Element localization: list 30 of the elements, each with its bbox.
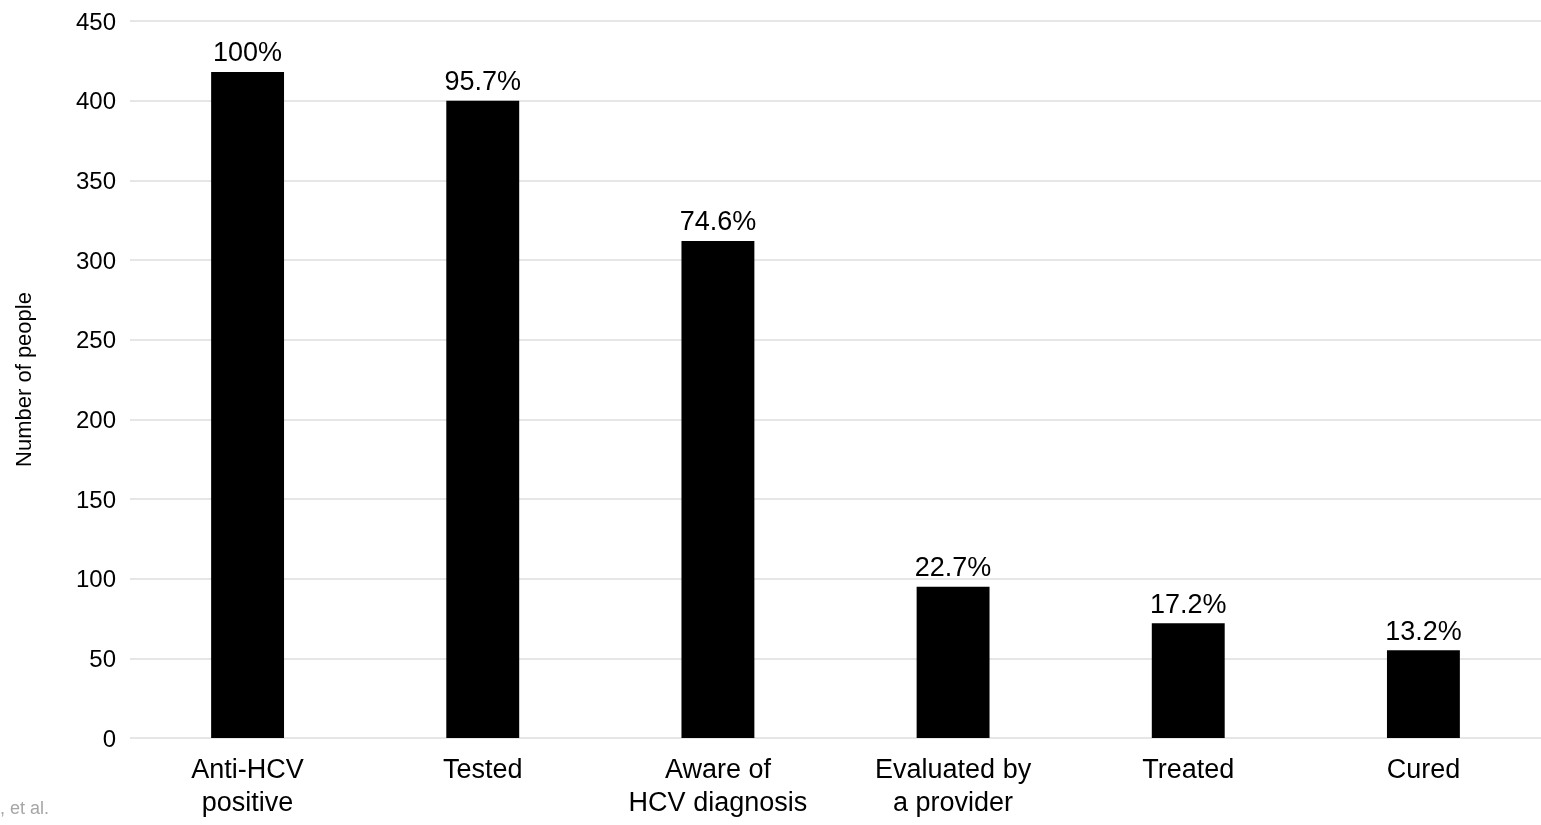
bar xyxy=(681,240,755,738)
y-tick-label: 0 xyxy=(102,724,116,752)
x-tick-label: Aware of HCV diagnosis xyxy=(628,753,808,817)
y-tick-label: 450 xyxy=(75,7,116,35)
x-tick-label: Treated xyxy=(1142,753,1235,784)
y-tick-label: 150 xyxy=(75,485,116,513)
bar xyxy=(1151,623,1225,738)
y-tick-label: 100 xyxy=(75,565,116,593)
y-tick-label: 300 xyxy=(75,246,116,274)
y-axis-title: Number of people xyxy=(10,292,36,467)
y-tick-label: 250 xyxy=(75,326,116,354)
annotation: 100% xyxy=(213,37,283,68)
annotation: 17.2% xyxy=(1149,588,1227,619)
annotation: 74.6% xyxy=(679,206,757,237)
annotation: 22.7% xyxy=(914,552,992,583)
y-tick-label: 400 xyxy=(75,87,116,115)
annotation: 13.2% xyxy=(1385,615,1462,646)
x-tick-label: Tested xyxy=(442,753,523,784)
x-tick-label: Anti-HCV positive xyxy=(191,753,304,817)
text: , et al. xyxy=(0,798,50,818)
bar xyxy=(916,586,990,738)
bar xyxy=(211,71,285,738)
x-tick-label: Evaluated by a provider xyxy=(875,753,1032,817)
x-tick-label: Cured xyxy=(1386,753,1461,784)
annotation: 95.7% xyxy=(444,66,522,97)
bar xyxy=(1386,650,1460,738)
y-tick-label: 200 xyxy=(75,405,116,433)
y-tick-label: 350 xyxy=(75,166,116,194)
bar xyxy=(446,100,520,738)
y-tick-label: 50 xyxy=(89,644,116,672)
